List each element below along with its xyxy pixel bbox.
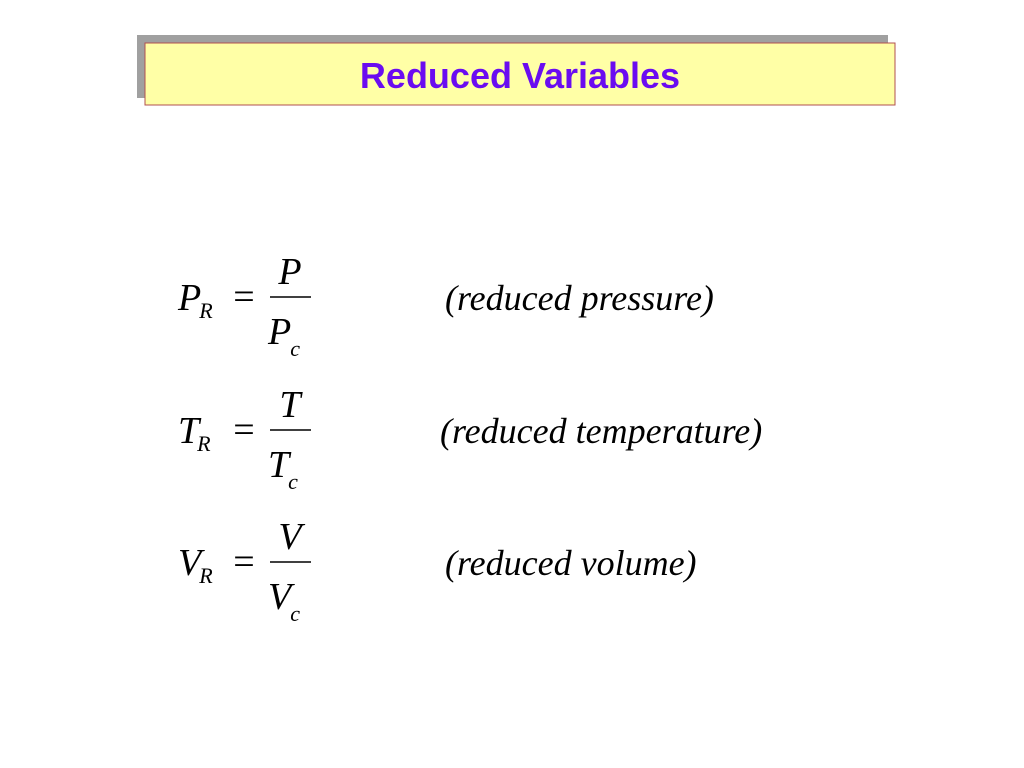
equals-sign: = [233,541,254,583]
numerator: T [279,384,303,426]
equals-sign: = [233,276,254,318]
symbol: T [178,410,202,452]
symbol-subscript: R [196,431,211,456]
equals-sign: = [233,409,254,451]
numerator: P [277,251,301,293]
equations: PR =PP c(reduced pressure)TR =TT c(reduced t… [177,251,762,626]
symbol-subscript: R [198,563,213,588]
denominator-subscript: c [290,336,300,361]
symbol-subscript: R [198,298,213,323]
denominator-subscript: c [288,469,298,494]
denominator: V [268,576,295,618]
symbol: V [178,542,205,584]
description: (reduced temperature) [440,411,762,451]
denominator-subscript: c [290,601,300,626]
denominator: T [268,444,292,486]
symbol: P [177,277,201,319]
numerator: V [278,516,305,558]
description: (reduced volume) [445,543,697,583]
title-box [144,42,896,106]
description: (reduced pressure) [445,278,714,318]
title: Reduced Variables [360,55,680,96]
denominator: P [267,311,291,353]
